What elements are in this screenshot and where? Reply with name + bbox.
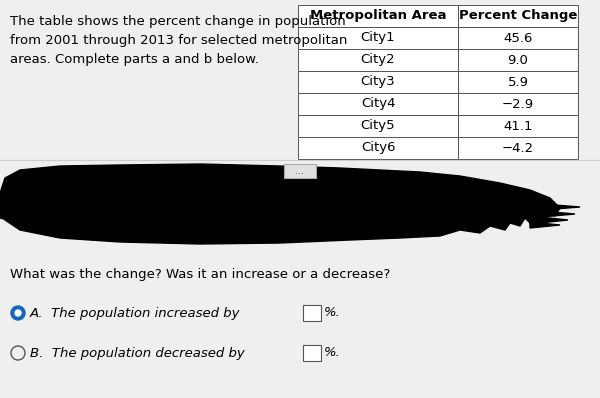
Text: What was the change? Was it an increase or a decrease?: What was the change? Was it an increase … bbox=[10, 268, 390, 281]
Polygon shape bbox=[530, 210, 575, 218]
Text: 9.0: 9.0 bbox=[508, 53, 529, 66]
Text: −2.9: −2.9 bbox=[502, 98, 534, 111]
Text: Percent Change: Percent Change bbox=[459, 10, 577, 23]
Polygon shape bbox=[0, 164, 560, 244]
Text: 45.6: 45.6 bbox=[503, 31, 533, 45]
Polygon shape bbox=[530, 216, 568, 224]
Bar bbox=[458, 49, 578, 71]
Text: 5.9: 5.9 bbox=[508, 76, 529, 88]
Circle shape bbox=[11, 346, 25, 360]
Bar bbox=[458, 137, 578, 159]
Polygon shape bbox=[0, 188, 50, 223]
Text: City1: City1 bbox=[361, 31, 395, 45]
Text: %.: %. bbox=[324, 306, 341, 320]
Text: City5: City5 bbox=[361, 119, 395, 133]
Bar bbox=[458, 27, 578, 49]
Bar bbox=[284, 164, 316, 178]
Text: 41.1: 41.1 bbox=[503, 119, 533, 133]
Bar bbox=[303, 305, 321, 321]
Text: Metropolitan Area: Metropolitan Area bbox=[310, 10, 446, 23]
Text: City3: City3 bbox=[361, 76, 395, 88]
Bar bbox=[458, 5, 578, 27]
Text: City6: City6 bbox=[361, 142, 395, 154]
Text: %.: %. bbox=[324, 347, 341, 359]
Text: The table shows the percent change in population
from 2001 through 2013 for sele: The table shows the percent change in po… bbox=[10, 15, 347, 66]
Bar bbox=[458, 71, 578, 93]
Bar bbox=[298, 93, 458, 115]
Circle shape bbox=[15, 310, 21, 316]
Text: City4: City4 bbox=[361, 98, 395, 111]
Bar bbox=[298, 71, 458, 93]
Text: ...: ... bbox=[296, 166, 305, 176]
Text: A.  The population increased by: A. The population increased by bbox=[30, 306, 241, 320]
Polygon shape bbox=[530, 203, 580, 211]
Bar bbox=[298, 49, 458, 71]
Bar bbox=[298, 137, 458, 159]
Text: B.  The population decreased by: B. The population decreased by bbox=[30, 347, 245, 359]
Polygon shape bbox=[530, 222, 560, 228]
Text: −4.2: −4.2 bbox=[502, 142, 534, 154]
Bar bbox=[303, 345, 321, 361]
Bar bbox=[298, 115, 458, 137]
Bar bbox=[298, 27, 458, 49]
Bar bbox=[458, 93, 578, 115]
Circle shape bbox=[11, 306, 25, 320]
Bar bbox=[458, 115, 578, 137]
Bar bbox=[298, 5, 458, 27]
Text: City2: City2 bbox=[361, 53, 395, 66]
